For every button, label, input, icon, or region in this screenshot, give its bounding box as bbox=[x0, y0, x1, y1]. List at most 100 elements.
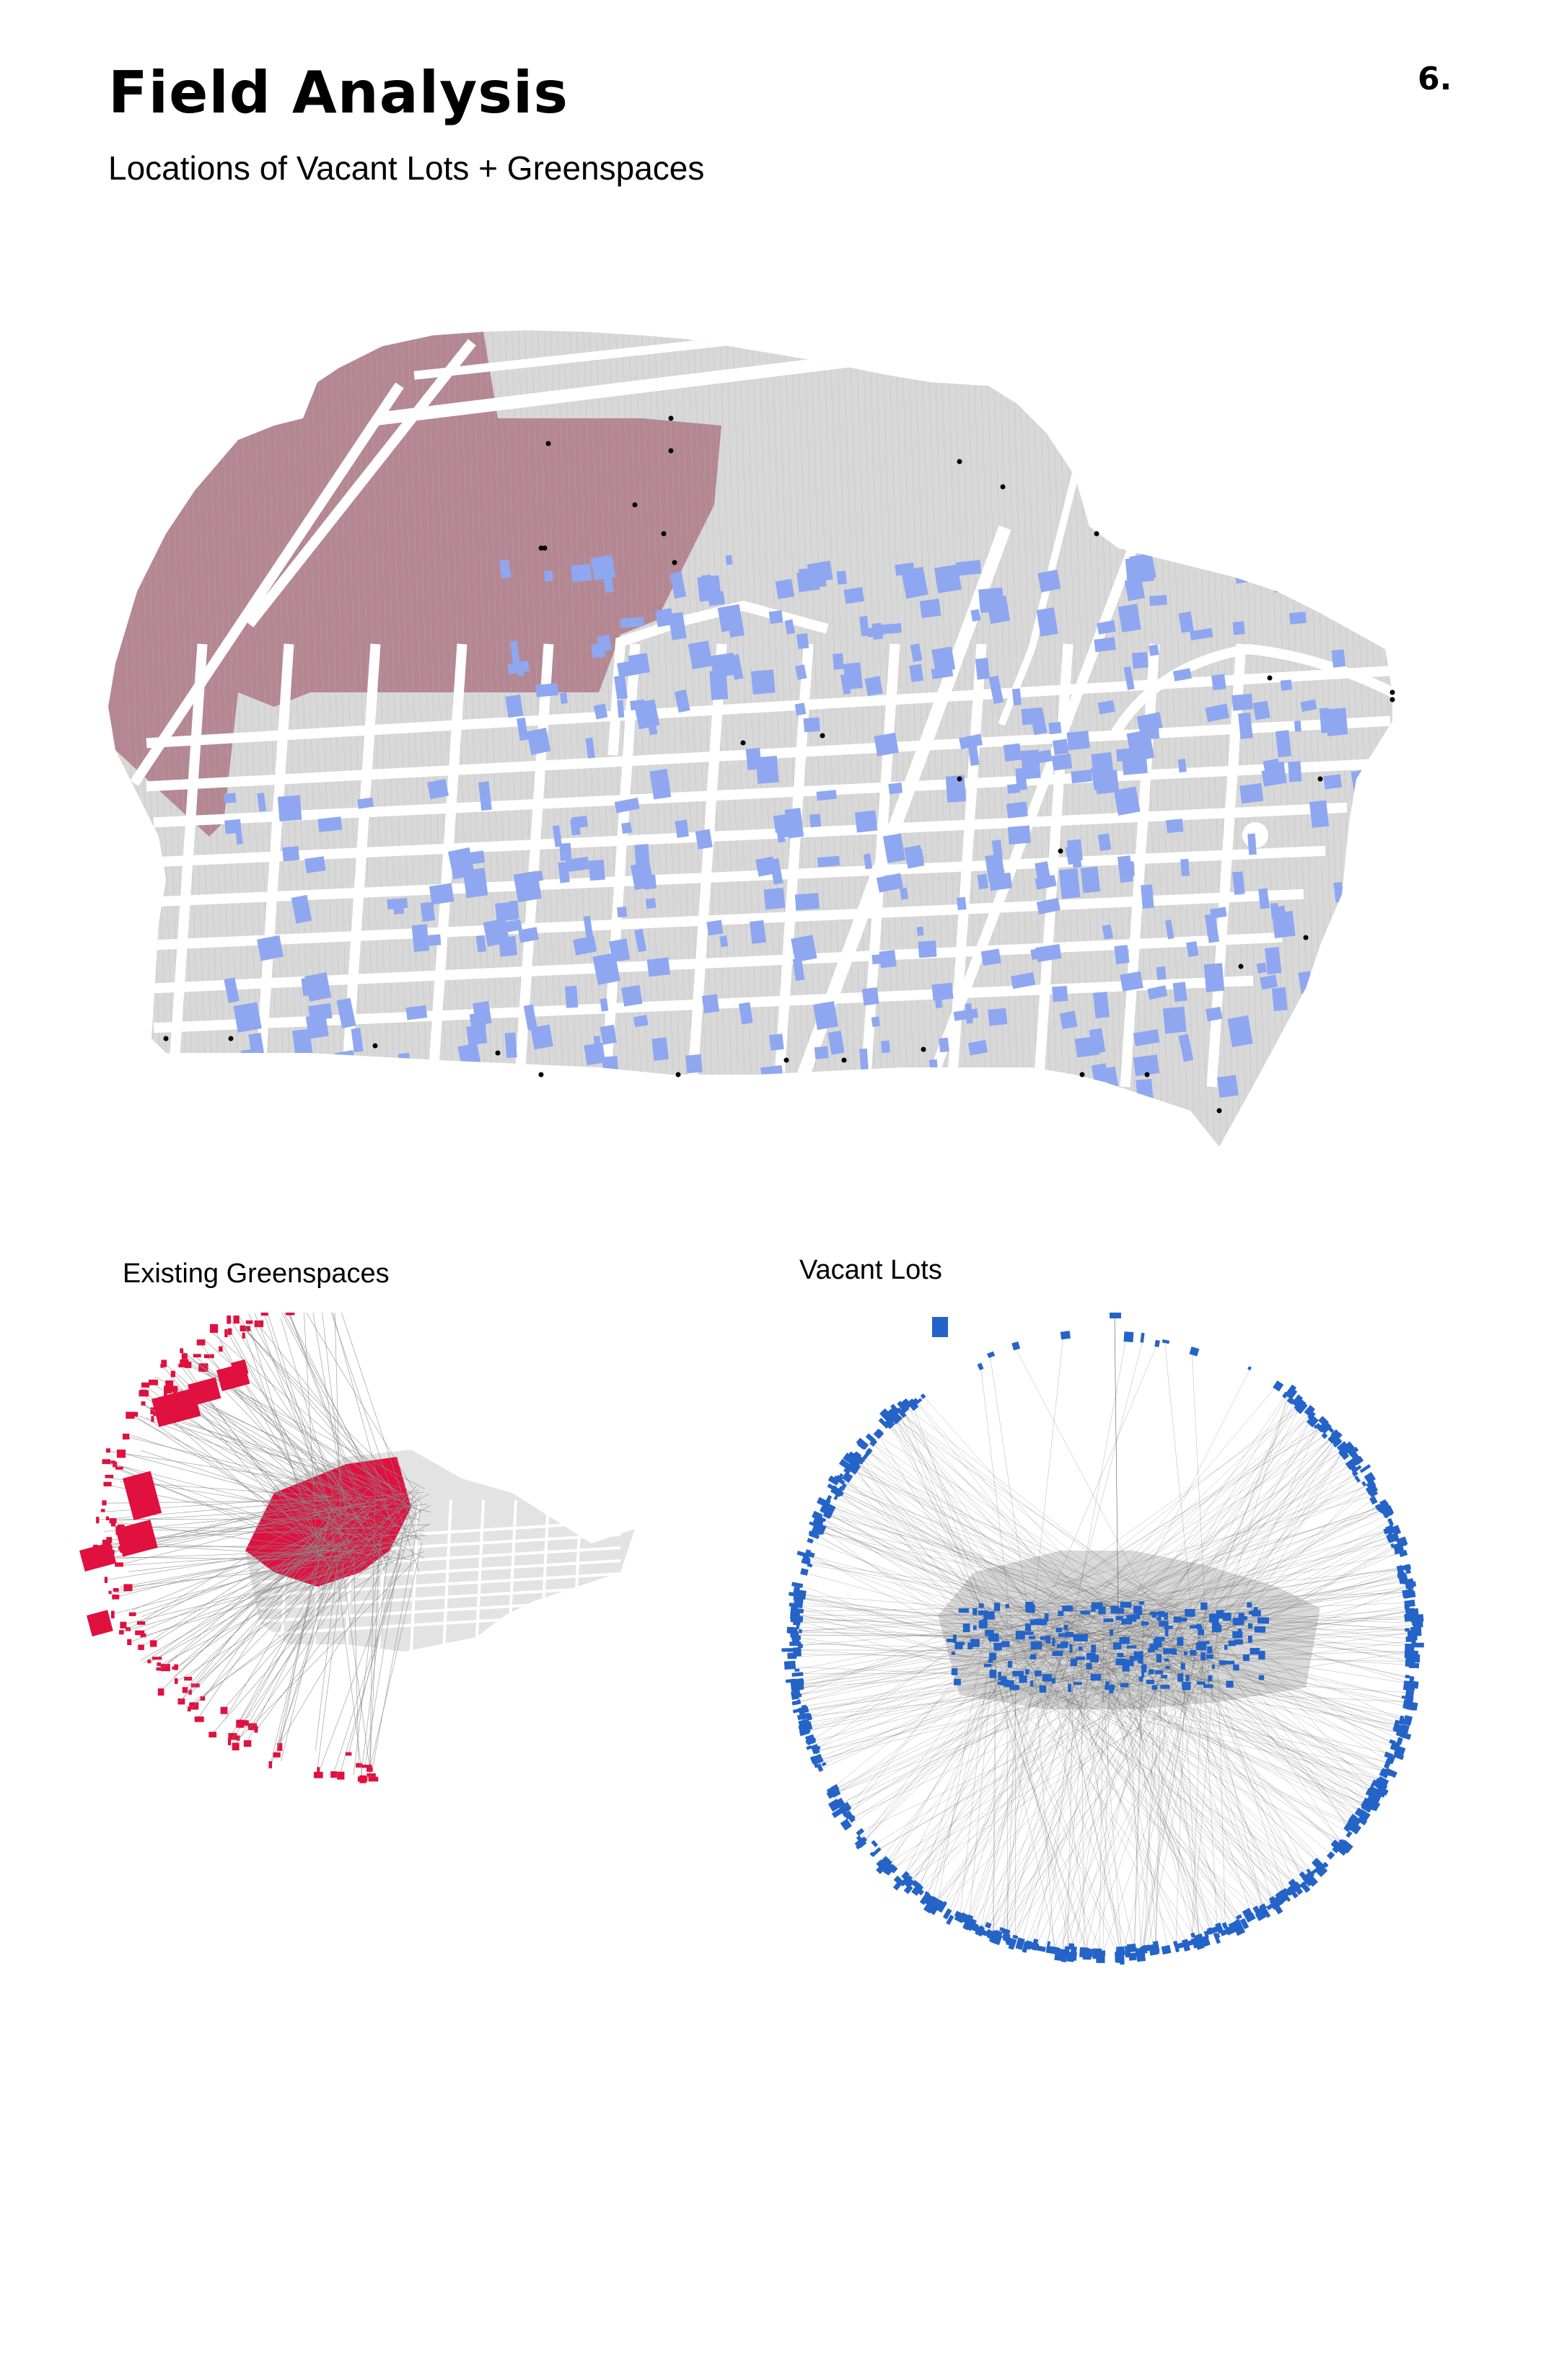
vacant-lot bbox=[1264, 946, 1282, 975]
street-node bbox=[538, 545, 544, 551]
vacant-lot bbox=[1120, 971, 1143, 992]
greenspace-piece bbox=[366, 1767, 373, 1772]
vacant-piece bbox=[1338, 1839, 1349, 1849]
vacant-lot bbox=[784, 619, 795, 635]
vacant-lot bbox=[224, 977, 240, 1003]
greenspace-piece bbox=[240, 1720, 249, 1726]
greenspace-piece bbox=[170, 1370, 176, 1378]
street-node bbox=[1144, 1072, 1150, 1077]
greenspace-piece bbox=[116, 1449, 126, 1458]
vacant-lot bbox=[854, 810, 878, 833]
street-node bbox=[1079, 1072, 1085, 1077]
vacant-piece bbox=[932, 1317, 948, 1337]
vacant-piece bbox=[1162, 1339, 1170, 1344]
greenspace-piece bbox=[150, 1407, 155, 1414]
greenspace-piece bbox=[157, 1688, 164, 1696]
vacant-lot bbox=[1015, 767, 1027, 790]
street-node bbox=[228, 1036, 234, 1041]
vacant-lot-source bbox=[1177, 1673, 1184, 1682]
vacant-piece bbox=[869, 1851, 875, 1856]
vacant-lot bbox=[1275, 730, 1291, 758]
greenspace-piece bbox=[126, 1411, 135, 1419]
vacant-piece bbox=[841, 1471, 853, 1483]
greenspace-piece bbox=[137, 1621, 146, 1625]
vacant-piece bbox=[1286, 1384, 1297, 1397]
vacant-lot-source bbox=[1071, 1658, 1078, 1667]
greenspace-piece bbox=[105, 1474, 114, 1478]
vacant-piece bbox=[1326, 1851, 1335, 1860]
vacant-piece bbox=[1359, 1464, 1371, 1473]
vacant-lot bbox=[1136, 1078, 1154, 1109]
vacant-lot-source bbox=[1195, 1642, 1207, 1651]
vacant-piece bbox=[1373, 1778, 1382, 1788]
vacant-lot bbox=[1232, 553, 1255, 584]
vacant-piece bbox=[1194, 1935, 1202, 1943]
greenspace-piece bbox=[100, 1509, 105, 1512]
greenspace-piece bbox=[337, 1771, 345, 1780]
vacant-lot-source bbox=[1185, 1608, 1195, 1617]
vacant-lot bbox=[1091, 1063, 1109, 1085]
greenspace-piece bbox=[103, 1481, 112, 1486]
vacant-lot bbox=[1178, 611, 1194, 633]
vacant-lot bbox=[518, 871, 544, 885]
vacant-lot-source bbox=[1028, 1636, 1036, 1639]
vacant-piece bbox=[1215, 1922, 1224, 1934]
vacant-piece bbox=[790, 1678, 799, 1688]
vacant-lot bbox=[1252, 700, 1270, 720]
vacant-lot bbox=[922, 1069, 941, 1097]
vacant-lot-source bbox=[985, 1629, 994, 1636]
vacant-piece bbox=[900, 1406, 910, 1415]
vacant-lot bbox=[813, 1001, 838, 1031]
vacant-lot-source bbox=[962, 1623, 970, 1633]
greenspace-piece bbox=[188, 1689, 192, 1695]
street-node bbox=[372, 1043, 378, 1049]
street-node bbox=[495, 1050, 501, 1056]
vacant-lot bbox=[566, 856, 589, 873]
vacant-piece bbox=[919, 1892, 931, 1905]
vacant-lot bbox=[1180, 858, 1190, 877]
vacant-piece bbox=[890, 1403, 900, 1415]
vacant-lot bbox=[559, 842, 572, 861]
vacant-lot bbox=[1217, 1075, 1239, 1098]
street-node bbox=[1303, 935, 1309, 940]
greenspace-piece bbox=[184, 1676, 193, 1681]
vacant-lot-source bbox=[1112, 1642, 1122, 1650]
vacant-lot-source bbox=[1164, 1628, 1169, 1637]
greenspace-piece bbox=[227, 1328, 232, 1335]
vacant-lot bbox=[794, 893, 820, 911]
vacant-lot bbox=[357, 797, 374, 809]
vacant-piece bbox=[843, 1463, 854, 1475]
vacant-piece bbox=[889, 1409, 900, 1420]
vacant-lot bbox=[335, 1049, 357, 1076]
street-node bbox=[783, 1057, 789, 1063]
vacant-lot bbox=[1232, 871, 1245, 895]
vacant-lot bbox=[620, 617, 644, 628]
vacant-piece bbox=[1269, 1896, 1279, 1905]
greenspace-piece bbox=[193, 1354, 201, 1358]
vacant-piece bbox=[1235, 1914, 1242, 1920]
vacant-lot bbox=[535, 682, 559, 697]
vacant-piece bbox=[1375, 1786, 1387, 1798]
vacant-lot-source bbox=[1015, 1631, 1025, 1640]
vacant-lot-source bbox=[1257, 1617, 1269, 1624]
vacant-lot-source bbox=[1247, 1602, 1252, 1608]
greenspace-piece bbox=[149, 1379, 158, 1385]
vacant-piece bbox=[1383, 1507, 1393, 1517]
vacant-lot bbox=[509, 640, 521, 670]
vacant-piece bbox=[1353, 1455, 1364, 1466]
vacant-lot bbox=[277, 795, 302, 822]
vacant-lot bbox=[775, 578, 795, 599]
greenspace-piece bbox=[209, 1324, 219, 1334]
greenspace-piece bbox=[273, 1752, 281, 1758]
vacant-lot bbox=[452, 1078, 462, 1093]
vacant-lot bbox=[1149, 644, 1159, 656]
vacant-lot bbox=[1133, 1028, 1160, 1046]
vacant-piece bbox=[1409, 1630, 1421, 1636]
vacant-lot-source bbox=[1203, 1684, 1213, 1688]
greenspace-piece bbox=[120, 1621, 127, 1628]
vacant-piece bbox=[808, 1530, 819, 1538]
vacant-lot bbox=[1123, 861, 1135, 877]
vacant-piece bbox=[873, 1428, 884, 1440]
vacant-lot bbox=[859, 616, 869, 637]
greenspace-piece bbox=[113, 1461, 118, 1468]
